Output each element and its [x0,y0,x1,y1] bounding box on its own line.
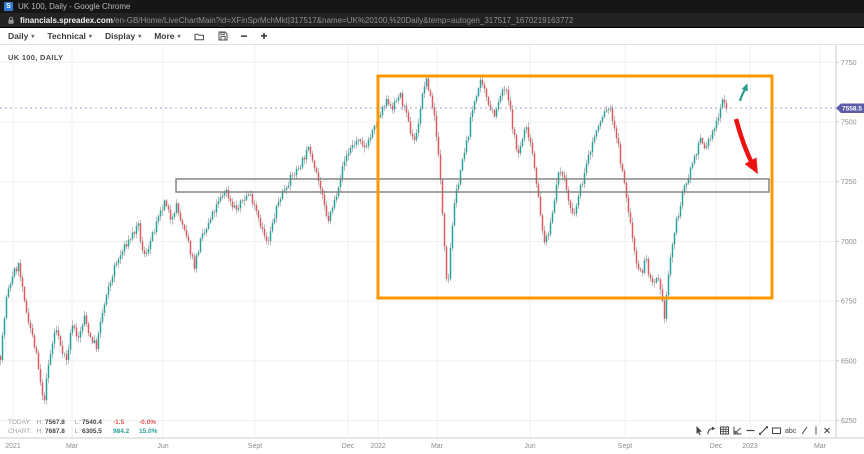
legend-chart-label: CHART: [8,428,32,435]
today-change-value: -1.5 [113,419,125,426]
time-tick-label: Mar [431,443,444,450]
trendline-icon[interactable] [758,425,769,436]
time-tick-label: Dec [710,443,723,450]
time-tick-label: Sept [248,443,262,450]
chart-high-value: 7687.8 [45,428,65,435]
chart-legend: TODAY: H: 7567.8 L: 7540.4 -1.5 -0.0% CHART: H:… [8,418,163,436]
price-tick-label: 7500 [841,120,857,127]
chart-menubar: Daily ▾ Technical ▾ Display ▾ More ▾ − + [0,28,864,45]
menu-technical-label: Technical [47,31,86,41]
menu-technical[interactable]: Technical ▾ [47,31,92,41]
menu-daily-label: Daily [8,31,29,41]
vertical-line-icon[interactable] [812,425,820,436]
text-tool-icon[interactable]: abc [784,425,797,436]
chart-region: UK 100, DAILY 7750 7500 7250 7000 6750 6500 62… [0,45,864,454]
drawing-toolbar: abc [694,425,832,436]
time-axis-panel[interactable] [0,438,864,454]
price-axis-panel[interactable] [836,45,864,454]
pan-icon[interactable] [706,425,717,436]
time-tick-label: 2022 [370,443,386,450]
time-tick-label: 2023 [742,443,758,450]
time-tick-label: Jun [157,443,168,450]
window-titlebar: S UK 100, Daily - Google Chrome [0,0,864,13]
spreadex-favicon: S [4,2,13,11]
save-chart-button[interactable] [218,31,228,41]
time-tick-label: Dec [342,443,355,450]
support-zone-rectangle[interactable] [175,178,770,193]
instrument-label: UK 100, DAILY [8,53,64,62]
legend-low-key: L: [74,428,80,435]
legend-chart-row: CHART: H: 7687.8 L: 6305.5 984.2 15.0% [8,427,163,436]
caret-down-icon: ▾ [138,33,142,40]
last-price-tag[interactable] [836,103,864,114]
url-domain: financials.spreadex.com [20,15,113,25]
red-down-arrow[interactable] [733,118,758,175]
menu-display[interactable]: Display ▾ [105,31,141,41]
caret-down-icon: ▾ [31,33,35,40]
caret-down-icon: ▾ [177,33,181,40]
zoom-in-button[interactable]: + [260,29,268,43]
close-icon[interactable] [822,425,832,436]
zoom-out-button[interactable]: − [240,29,248,43]
legend-low-key: L: [74,419,80,426]
time-tick-label: 2021 [5,443,21,450]
address-bar[interactable]: financials.spreadex.com/en-GB/Home/LiveC… [0,13,864,28]
window-title: UK 100, Daily - Google Chrome [18,2,131,11]
folder-open-icon [194,33,204,40]
price-tick-label: 7000 [841,239,857,246]
today-change-pct: -0.0% [139,419,156,426]
legend-today-label: TODAY: [8,419,32,426]
highlight-rectangle[interactable] [376,74,774,300]
time-tick-label: Mar [66,443,79,450]
menu-more[interactable]: More ▾ [154,31,180,41]
open-chart-button[interactable] [194,32,205,41]
price-tick-label: 6500 [841,358,857,365]
menu-more-label: More [154,31,175,41]
teal-up-arrow[interactable] [738,83,748,102]
price-tick-label: 6750 [841,299,857,306]
horizontal-line-icon[interactable] [745,425,756,436]
svg-text:abc: abc [785,428,797,435]
today-low-value: 7540.4 [82,419,102,426]
chart-change-pct: 15.0% [139,428,158,435]
last-price-tag-label: 7558.5 [842,106,862,113]
rectangle-icon[interactable] [771,425,782,436]
menu-daily[interactable]: Daily ▾ [8,31,34,41]
legend-today-row: TODAY: H: 7567.8 L: 7540.4 -1.5 -0.0% [8,418,163,427]
line-icon[interactable] [799,425,810,436]
price-tick-label: 7750 [841,60,857,67]
pointer-icon[interactable] [694,425,704,436]
price-tick-label: 7250 [841,179,857,186]
legend-high-key: H: [36,428,44,435]
save-icon [218,31,228,41]
time-tick-label: Mar [814,443,827,450]
caret-down-icon: ▾ [88,33,92,40]
price-tick-label: 6250 [841,418,857,425]
legend-high-key: H: [36,419,44,426]
chart-change-value: 984.2 [113,428,130,435]
chart-low-value: 6305.5 [82,428,102,435]
url-path: /en-GB/Home/LiveChartMain?id=XFinSprMchM… [112,15,574,25]
lock-icon [8,16,14,24]
price-chart[interactable]: 7750 7500 7250 7000 6750 6500 6250 2021 Mar Jun Se… [0,45,864,454]
grid-icon[interactable] [719,425,730,436]
axes-icon[interactable] [732,425,743,436]
time-tick-label: Jun [524,443,535,450]
today-high-value: 7567.8 [45,419,65,426]
url-text: financials.spreadex.com/en-GB/Home/LiveC… [20,16,573,25]
menu-display-label: Display [104,31,136,41]
time-tick-label: Sept [618,443,632,450]
